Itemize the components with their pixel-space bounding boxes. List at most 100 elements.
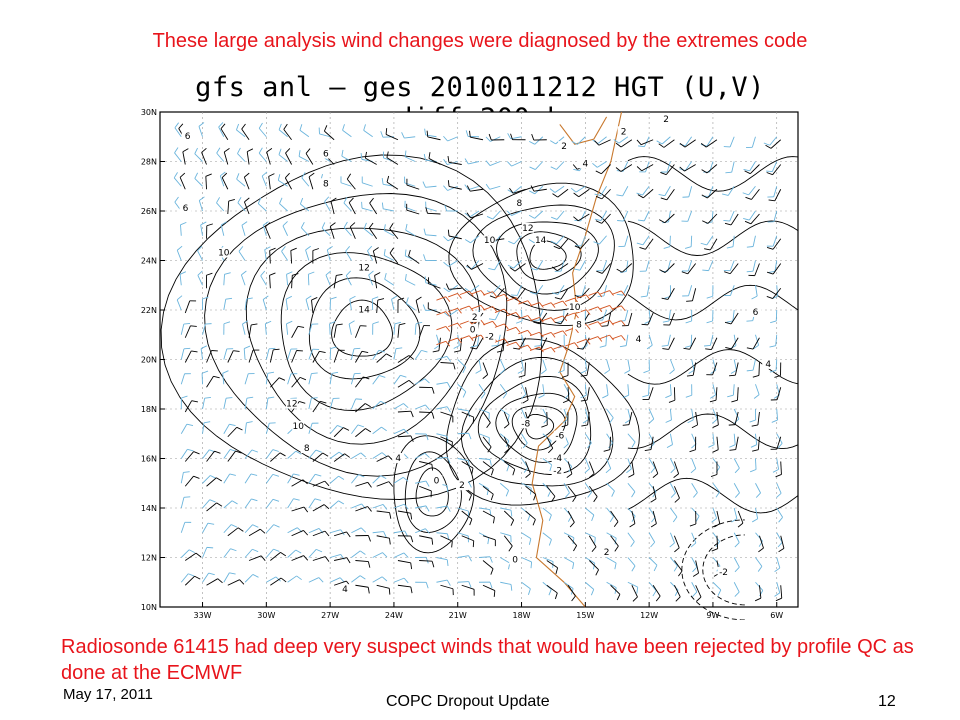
wind-barb-anl-flag xyxy=(580,399,588,402)
wind-barb-ges-flag xyxy=(468,581,472,588)
wind-barb-anl-flag xyxy=(522,399,529,404)
wind-barb-anl-flag xyxy=(714,523,720,528)
wind-barb-anl-flag xyxy=(551,266,558,272)
wind-barb-anl-flag xyxy=(323,504,330,510)
wind-barb-anl-flag xyxy=(553,245,560,250)
wind-barb-anl xyxy=(285,152,292,165)
suspect-barb-flag xyxy=(515,312,521,318)
wind-barb-anl xyxy=(666,188,675,201)
wind-barb-anl-flag xyxy=(466,212,471,219)
wind-barb-anl-flag xyxy=(308,172,315,178)
wind-barb-ges xyxy=(329,577,341,583)
wind-barb-anl xyxy=(205,176,207,190)
wind-barb-ges xyxy=(729,210,735,222)
wind-barb-ges xyxy=(266,576,277,583)
wind-barb-ges-flag xyxy=(181,395,188,399)
wind-barb-ges xyxy=(478,433,490,439)
wind-barb-anl-flag xyxy=(388,481,394,487)
wind-barb-anl xyxy=(448,287,462,290)
wind-barb-ges xyxy=(748,210,756,221)
wind-barb-anl xyxy=(601,164,611,175)
wind-barb-ges xyxy=(372,552,383,558)
contour-label-bg xyxy=(762,358,775,369)
wind-barb-anl xyxy=(324,130,335,141)
wind-barb-ges-flag xyxy=(330,296,337,300)
wind-barb-ges-flag xyxy=(510,510,513,517)
wind-barb-ges-flag xyxy=(672,516,678,523)
wind-barb-ges-flag xyxy=(226,397,233,399)
wind-barb-ges xyxy=(173,177,182,187)
wind-barb-ges-flag xyxy=(550,216,558,220)
wind-barb-anl-flag xyxy=(490,568,494,575)
wind-barb-ges-flag xyxy=(286,271,293,275)
lat-label: 10N xyxy=(141,603,157,612)
suspect-barb xyxy=(588,306,599,311)
wind-barb-anl xyxy=(517,287,526,299)
wind-barb-anl-flag xyxy=(269,247,276,251)
wind-barb-anl xyxy=(305,153,314,165)
wind-barb-ges-flag xyxy=(685,320,692,324)
contour-label: -2 xyxy=(485,333,494,343)
wind-barb-ges-flag xyxy=(229,572,236,575)
contour-label: -2 xyxy=(553,466,562,476)
wind-barb-anl xyxy=(689,337,697,350)
wind-barb-ges xyxy=(287,373,292,385)
wind-barb-ges xyxy=(180,549,190,558)
wind-barb-ges-flag xyxy=(272,473,280,477)
wind-barb-ges-flag xyxy=(381,426,387,432)
contour-label: 0 xyxy=(434,476,440,486)
wind-barb-anl-flag xyxy=(490,469,494,476)
wind-barb-ges xyxy=(580,210,586,222)
suspect-barb xyxy=(436,296,447,301)
wind-barb-ges xyxy=(457,383,467,393)
wind-barb-anl-flag xyxy=(193,451,200,455)
wind-barb-anl xyxy=(243,176,250,190)
wind-barb-ges xyxy=(645,260,650,272)
wind-barb-anl-flag xyxy=(365,403,371,408)
wind-barb-ges-flag xyxy=(613,139,620,144)
wind-barb-ges-flag xyxy=(261,171,268,177)
wind-barb-ges xyxy=(329,475,339,484)
wind-barb-ges xyxy=(180,573,189,583)
wind-barb-anl-flag xyxy=(220,123,226,129)
wind-barb-anl xyxy=(448,161,462,165)
wind-barb-anl xyxy=(567,461,573,475)
wind-barb-ges-flag xyxy=(282,221,288,227)
wind-barb-anl xyxy=(668,337,675,350)
wind-barb-ges-flag xyxy=(704,345,711,347)
wind-barb-anl xyxy=(735,436,739,450)
wind-barb-ges-flag xyxy=(262,221,269,226)
lon-label: 18W xyxy=(512,611,530,620)
wind-barb-anl xyxy=(428,283,441,289)
wind-barb-anl-flag xyxy=(303,530,309,536)
suspect-barb xyxy=(518,329,528,335)
wind-barb-ges xyxy=(308,528,320,534)
contour-line xyxy=(627,284,799,321)
contour-line xyxy=(627,156,799,192)
wind-barb-ges xyxy=(425,234,437,237)
suspect-barb-flag xyxy=(609,319,614,326)
wind-barb-anl xyxy=(397,510,411,514)
wind-barb-ges xyxy=(669,235,671,247)
wind-barb-ges xyxy=(733,483,740,494)
wind-barb-ges-flag xyxy=(318,577,324,583)
wind-barb-anl xyxy=(673,486,680,499)
wind-barb-ges xyxy=(579,260,586,271)
wind-barb-ges xyxy=(769,136,778,146)
wind-barb-ges-flag xyxy=(380,400,387,405)
wind-barb-anl-flag xyxy=(530,185,535,192)
wind-barb-anl xyxy=(284,177,292,190)
wind-barb-anl xyxy=(427,212,441,215)
wind-barb-ges xyxy=(669,458,676,469)
wind-barb-anl-flag xyxy=(701,194,708,199)
wind-barb-ges-flag xyxy=(770,320,777,324)
wind-barb-anl xyxy=(647,312,654,326)
wind-barb-anl xyxy=(269,349,274,363)
contour-label-bg xyxy=(572,319,585,330)
suspect-barb-flag xyxy=(457,293,462,299)
wind-barb-ges-flag xyxy=(580,394,587,399)
wind-barb-ges xyxy=(521,581,531,590)
wind-barb-ges-flag xyxy=(425,404,430,411)
wind-barb-ges xyxy=(308,449,317,459)
wind-barb-ges xyxy=(223,473,231,484)
